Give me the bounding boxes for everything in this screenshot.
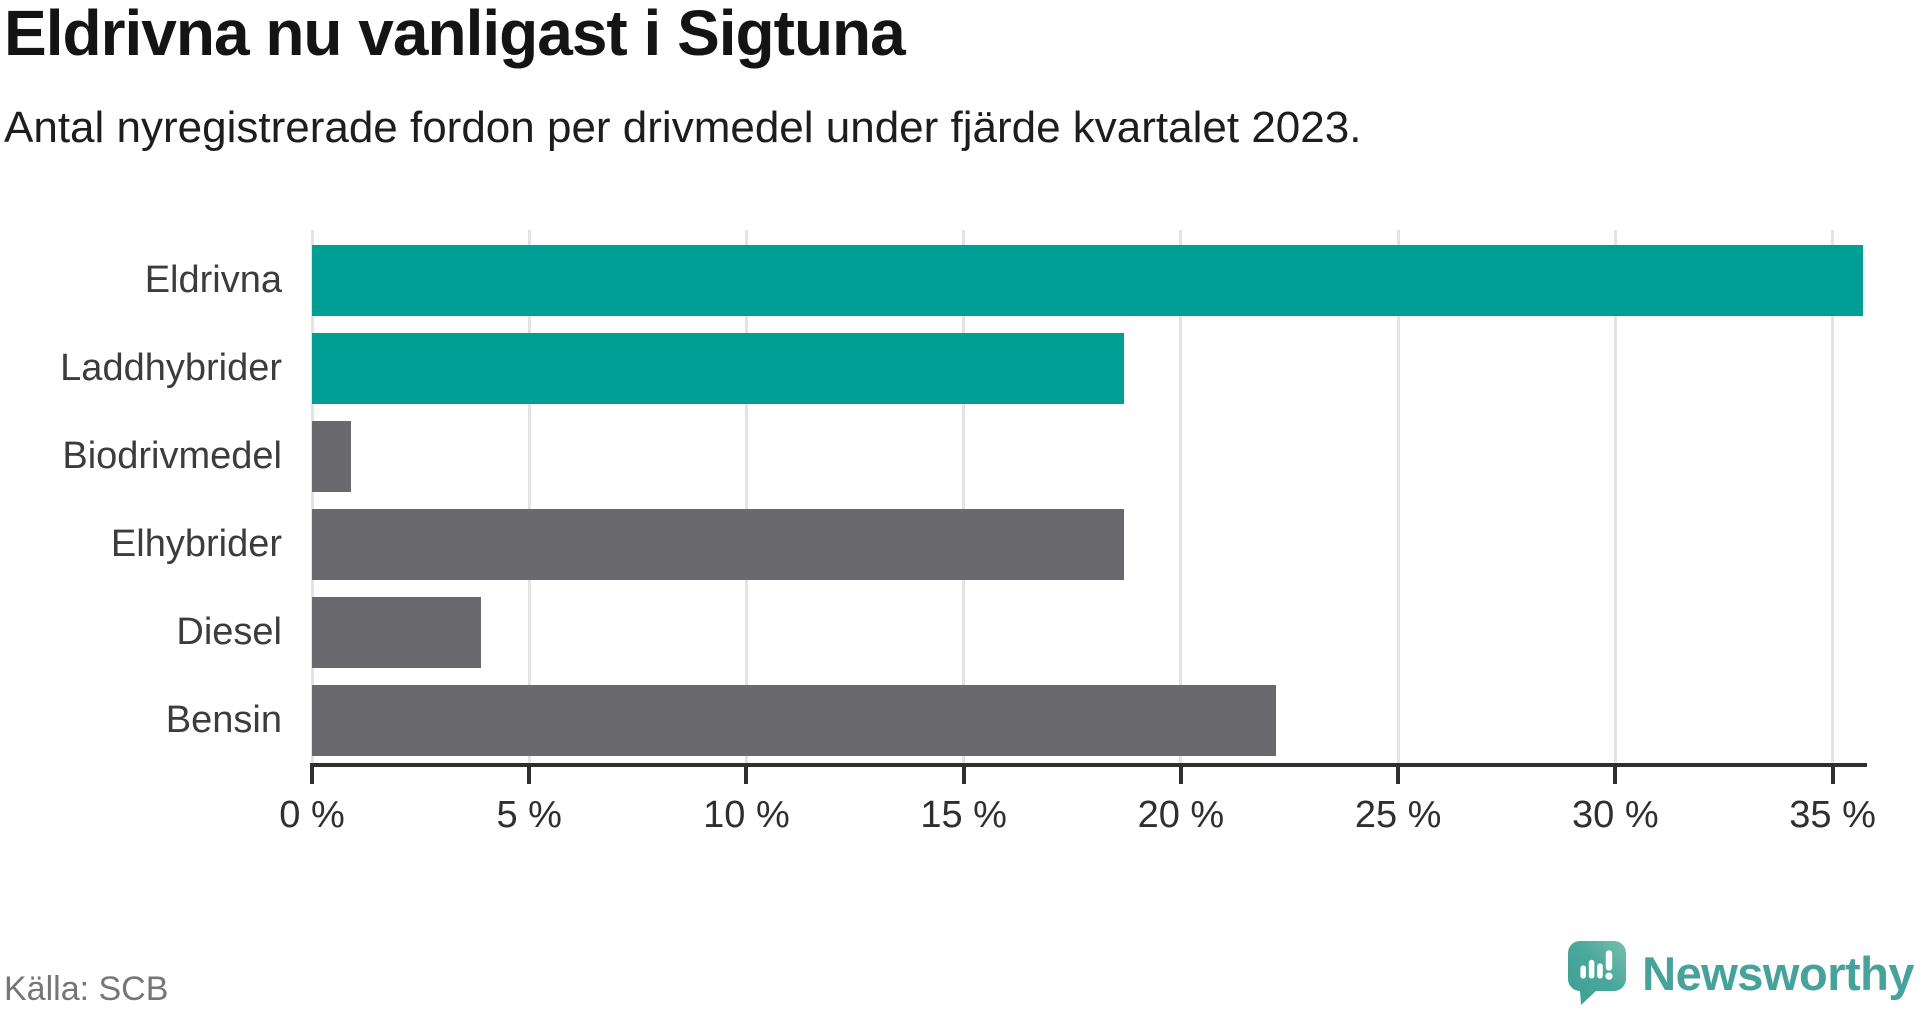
x-axis-tick-0 bbox=[310, 763, 314, 784]
x-axis-tick-label-25: 25 % bbox=[1354, 794, 1442, 836]
x-axis-tick-5 bbox=[527, 763, 532, 784]
x-axis-tick-label-10: 10 % bbox=[703, 794, 790, 836]
x-axis-tick-15 bbox=[961, 763, 966, 784]
x-axis-tick-label-35: 35 % bbox=[1789, 794, 1876, 836]
category-label-bensin: Bensin bbox=[165, 699, 282, 741]
x-axis-tick-30 bbox=[1613, 763, 1618, 784]
category-label-biodrivmedel: Biodrivmedel bbox=[62, 435, 282, 477]
gridline-25 bbox=[1396, 230, 1400, 765]
chart-title: Eldrivna nu vanligast i Sigtuna bbox=[4, 0, 906, 69]
category-label-diesel: Diesel bbox=[176, 611, 282, 653]
category-label-eldrivna: Eldrivna bbox=[144, 259, 282, 301]
gridline-35 bbox=[1831, 230, 1835, 765]
x-axis-tick-label-5: 5 % bbox=[496, 794, 562, 836]
category-label-laddhybrider: Laddhybrider bbox=[60, 347, 282, 389]
bar-eldrivna bbox=[312, 245, 1863, 316]
x-axis-line bbox=[310, 763, 1867, 767]
x-axis-tick-20 bbox=[1178, 763, 1183, 784]
x-axis-tick-25 bbox=[1396, 763, 1401, 784]
gridline-15 bbox=[962, 230, 966, 765]
bar-bensin bbox=[312, 685, 1277, 756]
x-axis-tick-label-0: 0 % bbox=[279, 794, 345, 836]
x-axis-tick-35 bbox=[1830, 763, 1835, 784]
newsworthy-icon bbox=[1568, 940, 1627, 1006]
x-axis-tick-label-30: 30 % bbox=[1572, 794, 1659, 836]
source-label: Källa: SCB bbox=[4, 970, 169, 1008]
bar-elhybrider bbox=[312, 509, 1125, 580]
x-axis-tick-label-15: 15 % bbox=[920, 794, 1007, 836]
chart-subtitle: Antal nyregistrerade fordon per drivmede… bbox=[4, 103, 1362, 152]
bar-diesel bbox=[312, 597, 482, 668]
gridline-0 bbox=[310, 230, 314, 765]
category-label-elhybrider: Elhybrider bbox=[110, 523, 282, 565]
gridline-5 bbox=[527, 230, 531, 765]
newsworthy-logo: Newsworthy bbox=[1568, 938, 1914, 1008]
gridline-30 bbox=[1613, 230, 1617, 765]
gridline-20 bbox=[1179, 230, 1183, 765]
x-axis-tick-10 bbox=[744, 763, 749, 784]
newsworthy-wordmark: Newsworthy bbox=[1642, 946, 1914, 1000]
gridline-10 bbox=[744, 230, 748, 765]
bar-biodrivmedel bbox=[312, 421, 352, 492]
x-axis-tick-label-20: 20 % bbox=[1137, 794, 1225, 836]
bar-laddhybrider bbox=[312, 333, 1125, 404]
